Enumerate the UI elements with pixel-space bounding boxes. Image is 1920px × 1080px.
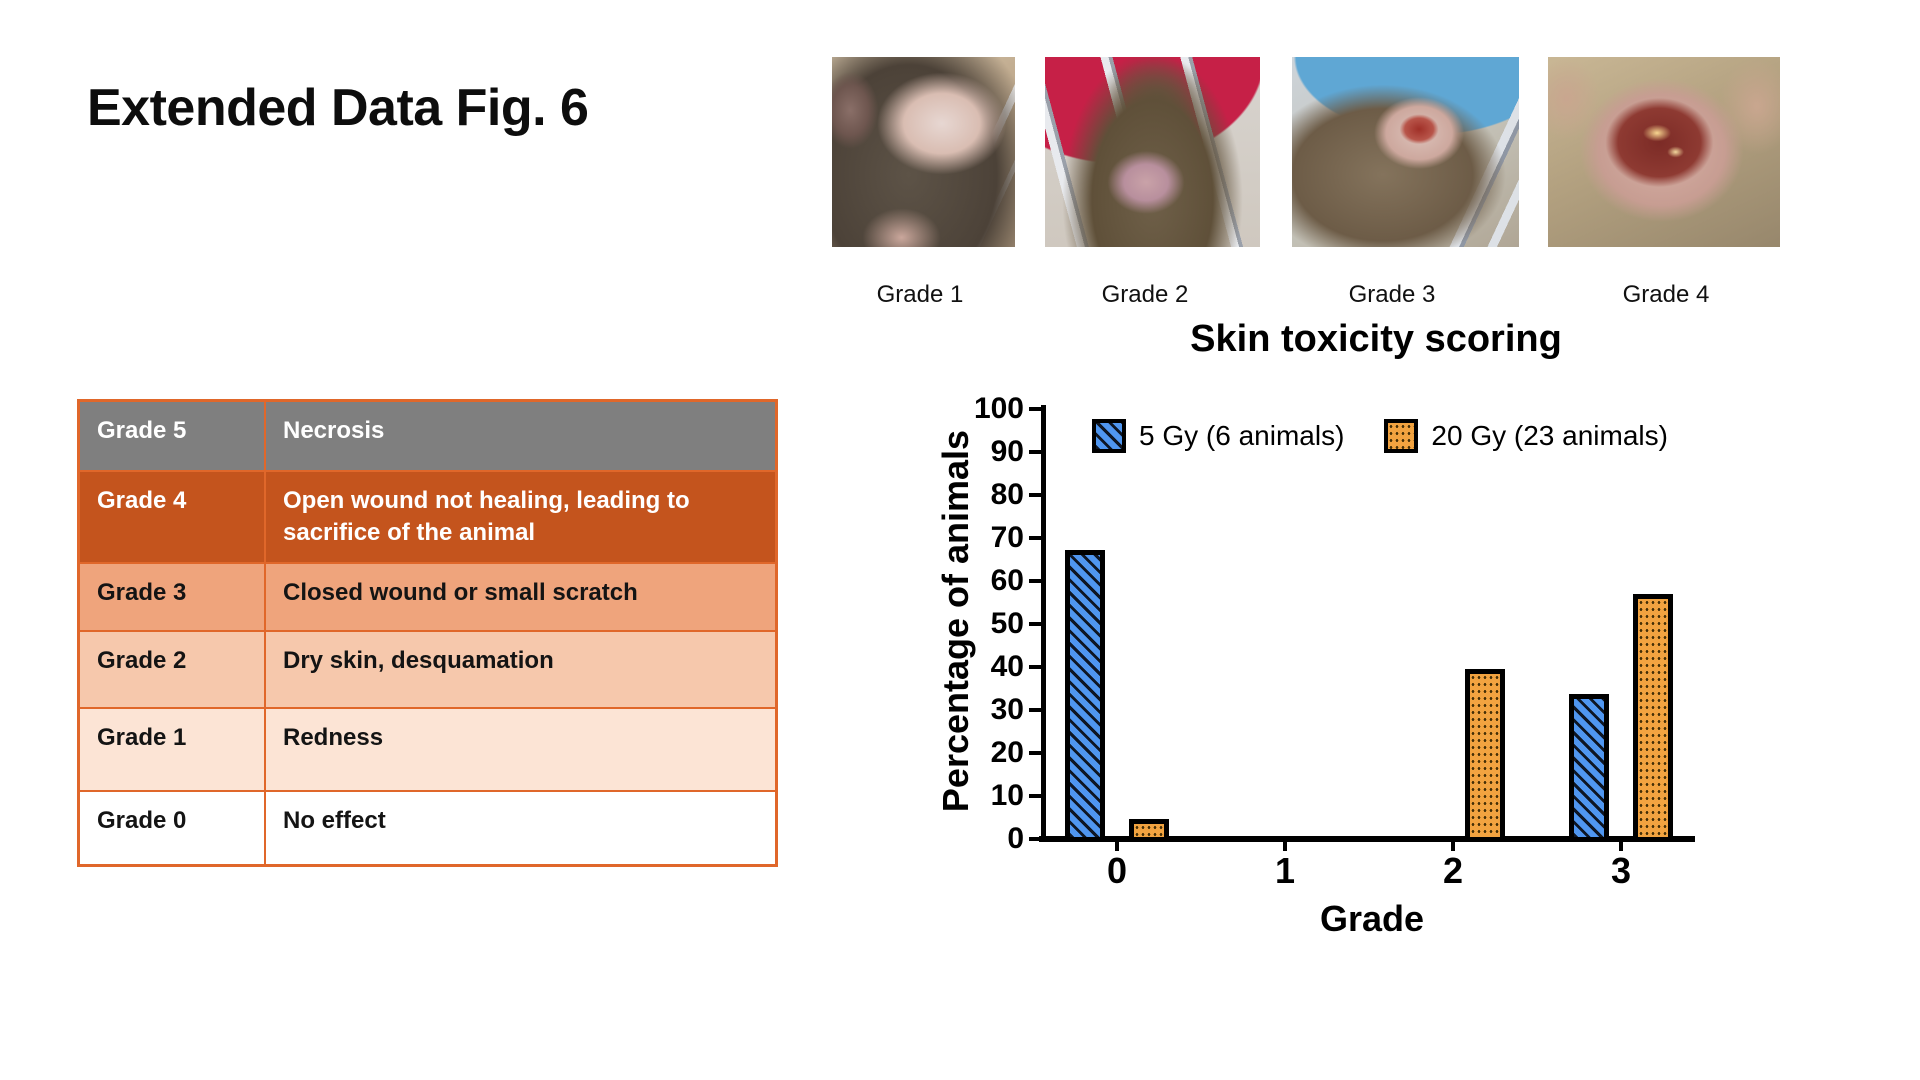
x-tick-mark bbox=[1115, 842, 1119, 851]
y-tick-label: 20 bbox=[990, 736, 1024, 769]
legend-label: 20 Gy (23 animals) bbox=[1431, 420, 1668, 451]
photo-label-grade-2: Grade 2 bbox=[1101, 281, 1189, 308]
x-axis-title: Grade bbox=[1319, 898, 1425, 939]
chart-title: Skin toxicity scoring bbox=[1190, 318, 1562, 360]
y-tick-label: 40 bbox=[990, 650, 1024, 683]
x-tick-label: 1 bbox=[1274, 850, 1296, 891]
y-tick-label: 80 bbox=[990, 478, 1024, 511]
bar-5gy-grade-0 bbox=[1065, 550, 1105, 842]
x-tick-mark bbox=[1451, 842, 1455, 851]
chart-legend: 5 Gy (6 animals) 20 Gy (23 animals) bbox=[1092, 419, 1668, 453]
y-tick-label: 100 bbox=[973, 392, 1024, 425]
x-tick-mark bbox=[1619, 842, 1623, 851]
legend-item: 5 Gy (6 animals) bbox=[1092, 419, 1344, 453]
table-row: Grade 4 Open wound not healing, leading t… bbox=[80, 470, 775, 562]
photo-label-grade-4: Grade 4 bbox=[1622, 281, 1710, 308]
description-cell: Redness bbox=[283, 724, 384, 751]
description-cell: No effect bbox=[283, 807, 386, 834]
x-tick-label: 0 bbox=[1106, 850, 1128, 891]
bar-20gy-grade-3 bbox=[1633, 594, 1673, 842]
y-tick-mark bbox=[1029, 751, 1041, 755]
table-row: Grade 5 Necrosis bbox=[80, 402, 775, 470]
legend-item: 20 Gy (23 animals) bbox=[1384, 419, 1668, 453]
photo-label-grade-1: Grade 1 bbox=[876, 281, 964, 308]
table-row: Grade 1 Redness bbox=[80, 707, 775, 790]
y-tick-label: 90 bbox=[990, 435, 1024, 468]
grade-cell: Grade 3 bbox=[80, 564, 266, 630]
grade-cell: Grade 0 bbox=[80, 792, 266, 864]
legend-swatch-hatch-icon bbox=[1092, 419, 1126, 453]
x-tick-label: 2 bbox=[1442, 850, 1464, 891]
table-row: Grade 2 Dry skin, desquamation bbox=[80, 630, 775, 707]
description-cell: Necrosis bbox=[283, 417, 385, 444]
y-tick-label: 0 bbox=[1007, 822, 1024, 855]
photo-label-grade-3: Grade 3 bbox=[1348, 281, 1436, 308]
mouse-photo-grade-4 bbox=[1548, 57, 1780, 247]
grade-cell: Grade 5 bbox=[80, 402, 266, 470]
y-tick-label: 70 bbox=[990, 521, 1024, 554]
y-tick-mark bbox=[1029, 536, 1041, 540]
bar-20gy-grade-2 bbox=[1465, 669, 1505, 842]
legend-label: 5 Gy (6 animals) bbox=[1139, 420, 1345, 451]
description-cell: Closed wound or small scratch bbox=[283, 579, 638, 606]
mouse-photo-grade-1 bbox=[832, 57, 1015, 247]
mouse-photo-grade-2 bbox=[1045, 57, 1260, 247]
grade-cell: Grade 1 bbox=[80, 709, 266, 790]
y-axis-line bbox=[1041, 405, 1046, 842]
x-axis-line bbox=[1039, 836, 1695, 842]
y-tick-label: 60 bbox=[990, 564, 1024, 597]
bar-20gy-grade-0 bbox=[1129, 819, 1169, 842]
x-tick-label: 3 bbox=[1610, 850, 1632, 891]
y-tick-label: 30 bbox=[990, 693, 1024, 726]
y-tick-label: 10 bbox=[990, 779, 1024, 812]
y-tick-mark bbox=[1029, 579, 1041, 583]
table-row: Grade 3 Closed wound or small scratch bbox=[80, 562, 775, 630]
y-tick-mark bbox=[1029, 407, 1041, 411]
page-title: Extended Data Fig. 6 bbox=[87, 79, 589, 137]
mouse-photo-grade-3 bbox=[1292, 57, 1519, 247]
skin-toxicity-grade-table: Grade 5 Necrosis Grade 4 Open wound not hea… bbox=[77, 399, 778, 867]
y-tick-mark bbox=[1029, 794, 1041, 798]
y-tick-label: 50 bbox=[990, 607, 1024, 640]
y-tick-mark bbox=[1029, 450, 1041, 454]
y-tick-mark bbox=[1029, 493, 1041, 497]
grade-cell: Grade 4 bbox=[80, 472, 266, 562]
y-tick-mark bbox=[1029, 622, 1041, 626]
table-row: Grade 0 No effect bbox=[80, 790, 775, 864]
bar-5gy-grade-3 bbox=[1569, 694, 1609, 842]
legend-swatch-dots-icon bbox=[1384, 419, 1419, 453]
y-tick-mark bbox=[1029, 708, 1041, 712]
x-tick-mark bbox=[1283, 842, 1287, 851]
description-cell: Open wound not healing, leading to sacri… bbox=[283, 487, 690, 546]
description-cell: Dry skin, desquamation bbox=[283, 647, 554, 674]
y-tick-mark bbox=[1029, 837, 1041, 841]
grade-cell: Grade 2 bbox=[80, 632, 266, 707]
y-tick-mark bbox=[1029, 665, 1041, 669]
